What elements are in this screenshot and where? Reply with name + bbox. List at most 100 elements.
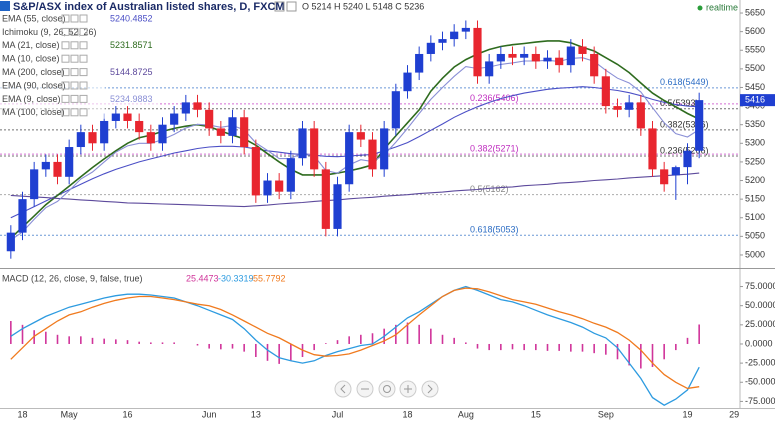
candle-body [426,42,435,54]
legend-icon [61,14,70,23]
y-tick-label: 50.0000 [745,300,775,310]
histogram-bar [523,343,525,351]
scroll-right-button[interactable] [421,380,439,398]
histogram-bar [640,343,642,369]
candle-body [100,120,109,144]
histogram-bar [325,343,327,344]
histogram-bar [231,343,234,349]
candle-body [88,132,97,144]
histogram-bar [196,343,199,346]
y-tick-label: 5100 [745,212,765,222]
histogram-bar [675,343,677,351]
x-tick-label: 29 [729,409,739,419]
candle-body [508,53,517,58]
histogram-bar [605,343,607,355]
histogram-bar [10,321,12,344]
candle-body [275,180,284,192]
histogram-bar [243,343,245,352]
candle-body [65,147,74,177]
candle-body [368,139,377,170]
candle-body [18,199,27,233]
y-tick-label: 5600 [745,26,765,36]
candle-body [53,161,62,177]
candle-body [660,169,669,185]
icon[interactable] [286,1,297,12]
candle-body [333,184,342,229]
level-label: 0.382(5271) [470,143,519,153]
candle-body [636,102,645,129]
y-tick-label: 5450 [745,82,765,92]
histogram-bar [581,343,584,352]
candle-body [345,132,354,185]
histogram-bar [465,342,467,344]
x-tick-label: 15 [531,409,541,419]
histogram-bar [628,343,630,366]
y-tick-label: 25.0000 [745,319,775,329]
histogram-bar [313,343,315,351]
legend-name: MA (21, close) [2,40,60,50]
histogram-bar [500,343,502,351]
y-tick-label: 5300 [745,138,765,148]
y-tick-label: 0.0000 [745,338,773,348]
legend-bg [0,26,105,39]
candle-body [251,147,260,196]
level-label: 0.618(5449) [660,77,709,87]
legend-icon [79,68,88,77]
candle-body [76,132,85,148]
candle-body [158,124,167,144]
histogram-bar [441,334,444,344]
candle-body [683,150,692,168]
histogram-bar [406,322,409,344]
zoom-controls [334,380,439,398]
y-tick-label: 5000 [745,249,765,259]
histogram-bar [150,342,152,344]
status: realtime [706,2,738,12]
legend-bg [0,80,105,92]
y-tick-label: -25.0000 [745,357,775,367]
legend-icon [79,94,88,103]
candle-body [216,128,225,136]
candle-body [473,27,482,77]
legend-icon [61,68,70,77]
candle-body [193,102,202,110]
histogram-bar [616,343,619,360]
histogram-bar [663,343,665,360]
y-tick-label: -75.0000 [745,396,775,406]
histogram-bar [161,342,164,344]
pane-title: MACD (12, 26, close, 9, false, true) [2,273,143,283]
histogram-bar [546,343,549,351]
histogram-bar [21,324,24,344]
histogram-bar [208,343,210,349]
legend-icon [61,81,70,90]
x-tick-label: 16 [122,409,132,419]
candle-body [520,53,529,58]
icon[interactable] [274,1,285,12]
legend-icon [61,108,70,117]
histogram-bar [290,343,292,361]
ohlc-readout: O 5214 H 5240 L 5148 C 5236 [302,1,424,11]
candle-body [531,53,540,62]
legend-name: EMA (9, close) [2,94,61,104]
plot-layer: 0.236(5406) 0.382(5271) 0.5(5162) 0.618(505… [0,20,740,406]
x-tick-label: 18 [17,409,27,419]
histogram-bar [453,337,455,344]
symbol-icon [0,1,10,11]
legend-icon [79,14,88,23]
x-tick-label: 19 [682,409,692,419]
legend-value: 5231.8571 [110,40,153,50]
icon [404,385,412,393]
legend-name: EMA (55, close) [2,13,66,23]
candle-body [111,113,120,121]
y-tick-label: 5550 [745,45,765,55]
legend-bg [0,106,105,119]
legend-icon [70,81,79,90]
candle-body [601,76,610,107]
histogram-bar [68,336,70,344]
reset-button[interactable] [378,380,396,398]
histogram-bar [360,334,362,344]
histogram-bar [91,337,94,344]
x-tick-label: 13 [251,409,261,419]
scroll-left-button[interactable] [334,380,352,398]
legend-icon [79,81,88,90]
icon [383,385,391,393]
